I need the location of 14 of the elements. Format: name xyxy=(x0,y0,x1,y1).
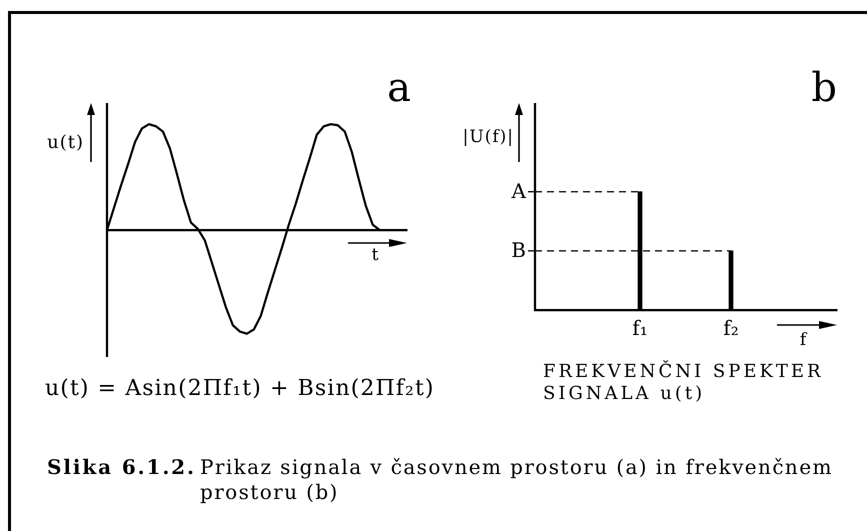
text: Slika 6.1.2. xyxy=(47,455,196,480)
text: b xyxy=(811,65,837,111)
x-axis-title: f xyxy=(800,330,806,350)
x-tick-label: f₂ xyxy=(723,316,739,340)
text: Prikaz signala v časovnem prostoru (a) in frekvenčnem prostoru (b) xyxy=(200,455,834,505)
x-axis-title: t xyxy=(372,245,378,265)
text: a xyxy=(387,65,411,111)
y-axis-title: |U(f)| xyxy=(462,127,514,147)
ref-line-label: A xyxy=(510,178,527,203)
x-tick-label: f₁ xyxy=(632,316,648,340)
text: FREKVENČNI SPEKTER SIGNALA u(t) xyxy=(543,361,825,405)
ref-line-label: B xyxy=(511,238,526,262)
text: u(t) = Asin(2Πf₁t) + Bsin(2Πf₂t) xyxy=(45,376,435,402)
y-axis-title: u(t) xyxy=(47,132,84,154)
